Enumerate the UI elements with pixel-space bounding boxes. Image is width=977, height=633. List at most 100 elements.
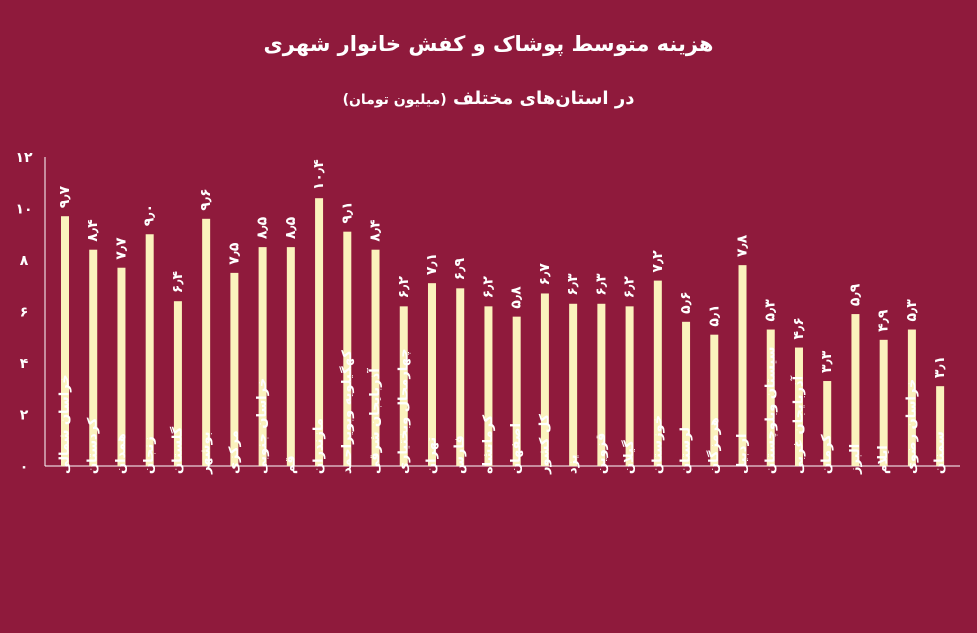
bar-value-label: ۶٫۹ (452, 258, 468, 281)
category-label: لرستان (679, 427, 694, 474)
bar (202, 218, 211, 466)
bar-value-label: ۸٫۴ (85, 219, 101, 242)
bar (738, 265, 747, 466)
bar (371, 249, 380, 466)
category-label: همدان (114, 433, 129, 474)
category-label: مازندران (312, 418, 327, 474)
bar (682, 321, 691, 466)
bar (484, 306, 493, 466)
category-label: بوشهر (199, 432, 214, 476)
category-label: سیستان وبلوچستان (763, 347, 778, 474)
bar-value-label: ۴٫۹ (876, 309, 892, 332)
bar-value-label: ۳٫۳ (819, 350, 835, 373)
bar (427, 283, 436, 466)
bar-value-label: ۷٫۵ (226, 242, 242, 265)
bar-value-label: ۱۰٫۴ (311, 159, 327, 190)
category-label: یزد (566, 454, 581, 474)
bar-value-label: ۸٫۵ (283, 216, 299, 239)
bar-value-label: ۵٫۱ (706, 304, 722, 326)
y-tick-label: ۰ (20, 459, 29, 475)
bar (61, 216, 69, 466)
bar (766, 329, 775, 466)
category-label: آذربایجان شرقی (366, 368, 383, 474)
bar (653, 280, 662, 466)
bar-value-label: ۵٫۳ (904, 299, 920, 322)
bar (710, 334, 719, 466)
y-tick-label: ۸ (20, 253, 29, 269)
category-label: گلستان (169, 426, 185, 474)
category-label: قم (283, 455, 298, 474)
bar (907, 329, 916, 466)
category-label: فارس (453, 435, 468, 474)
y-tick-label: ۱۲ (15, 150, 33, 166)
y-tick-label: ۲ (20, 408, 29, 424)
category-label: گیلان (621, 440, 637, 474)
bar (794, 347, 803, 466)
bar (625, 306, 634, 466)
bar (286, 247, 295, 466)
bar-value-label: ۹٫۷ (57, 185, 73, 208)
category-label: ایلام (876, 445, 891, 474)
category-label: کهگیلویه وبویراحمد (339, 350, 355, 474)
bar (851, 314, 860, 466)
bar-value-label: ۹٫۰ (142, 204, 158, 226)
bar-value-label: ۷٫۷ (113, 237, 129, 260)
y-tick-label: ۶ (20, 305, 29, 321)
bar (936, 386, 945, 466)
category-label: اردبیل (735, 434, 750, 474)
category-label: کل کشور (537, 413, 552, 475)
bar-value-label: ۶٫۳ (593, 273, 609, 296)
bar-value-label: ۶٫۳ (565, 273, 581, 296)
bar-value-label: ۶٫۴ (170, 270, 186, 293)
category-label: خراسان جنوبی (255, 378, 270, 474)
bar-value-label: ۴٫۶ (791, 317, 807, 339)
bar (343, 231, 352, 466)
bar (315, 198, 324, 466)
category-label: چهارمحال وبختیاری (396, 348, 411, 474)
bar-value-label: ۸٫۴ (368, 219, 384, 242)
category-label: خراسان شمالی (58, 374, 73, 474)
bar (230, 272, 239, 466)
category-label: خراسان رضوی (904, 379, 919, 474)
category-label: کردستان (86, 417, 101, 474)
category-label: تهران (424, 437, 439, 474)
bar (258, 247, 267, 466)
bar-value-label: ۳٫۱ (932, 356, 948, 378)
bar-value-label: ۹٫۶ (198, 188, 214, 210)
bar-value-label: ۷٫۱ (424, 253, 440, 275)
category-label: هرمزگان (706, 417, 722, 474)
bar (512, 316, 521, 466)
bar (823, 381, 832, 466)
bar (597, 303, 606, 466)
category-label: کرمان (820, 434, 835, 474)
bar-value-label: ۶٫۲ (480, 276, 496, 299)
category-label: زنجان (142, 436, 157, 474)
bar-value-label: ۵٫۹ (847, 283, 863, 306)
chart-subtitle-text: در استان‌های مختلف (452, 88, 635, 109)
bar (117, 267, 126, 466)
category-label: اصفهان (509, 423, 524, 474)
bar-value-label: ۷٫۲ (650, 250, 666, 273)
bar (540, 293, 549, 466)
bar (173, 301, 182, 466)
bar-value-label: ۶٫۲ (622, 276, 638, 299)
bar-value-label: ۸٫۵ (255, 216, 271, 239)
bar-value-label: ۵٫۸ (509, 286, 525, 309)
y-tick-label: ۱۰ (15, 202, 32, 218)
category-label: سمنان (933, 431, 948, 474)
category-label: کرمانشاه (481, 414, 496, 474)
bar-value-label: ۹٫۱ (339, 201, 355, 223)
bar (145, 234, 154, 466)
bar-value-label: ۶٫۷ (537, 263, 553, 286)
bar (456, 288, 465, 466)
y-tick-label: ۴ (20, 356, 29, 372)
category-label: البرز (848, 444, 863, 475)
category-label: خوزستان (650, 415, 665, 474)
chart-title: هزینه متوسط پوشاک و کفش خانوار شهری (263, 32, 714, 56)
bar (89, 249, 98, 466)
bar (399, 306, 408, 466)
bar (569, 303, 578, 466)
chart-subtitle: در استان‌های مختلف (میلیون تومان) (0, 88, 977, 109)
